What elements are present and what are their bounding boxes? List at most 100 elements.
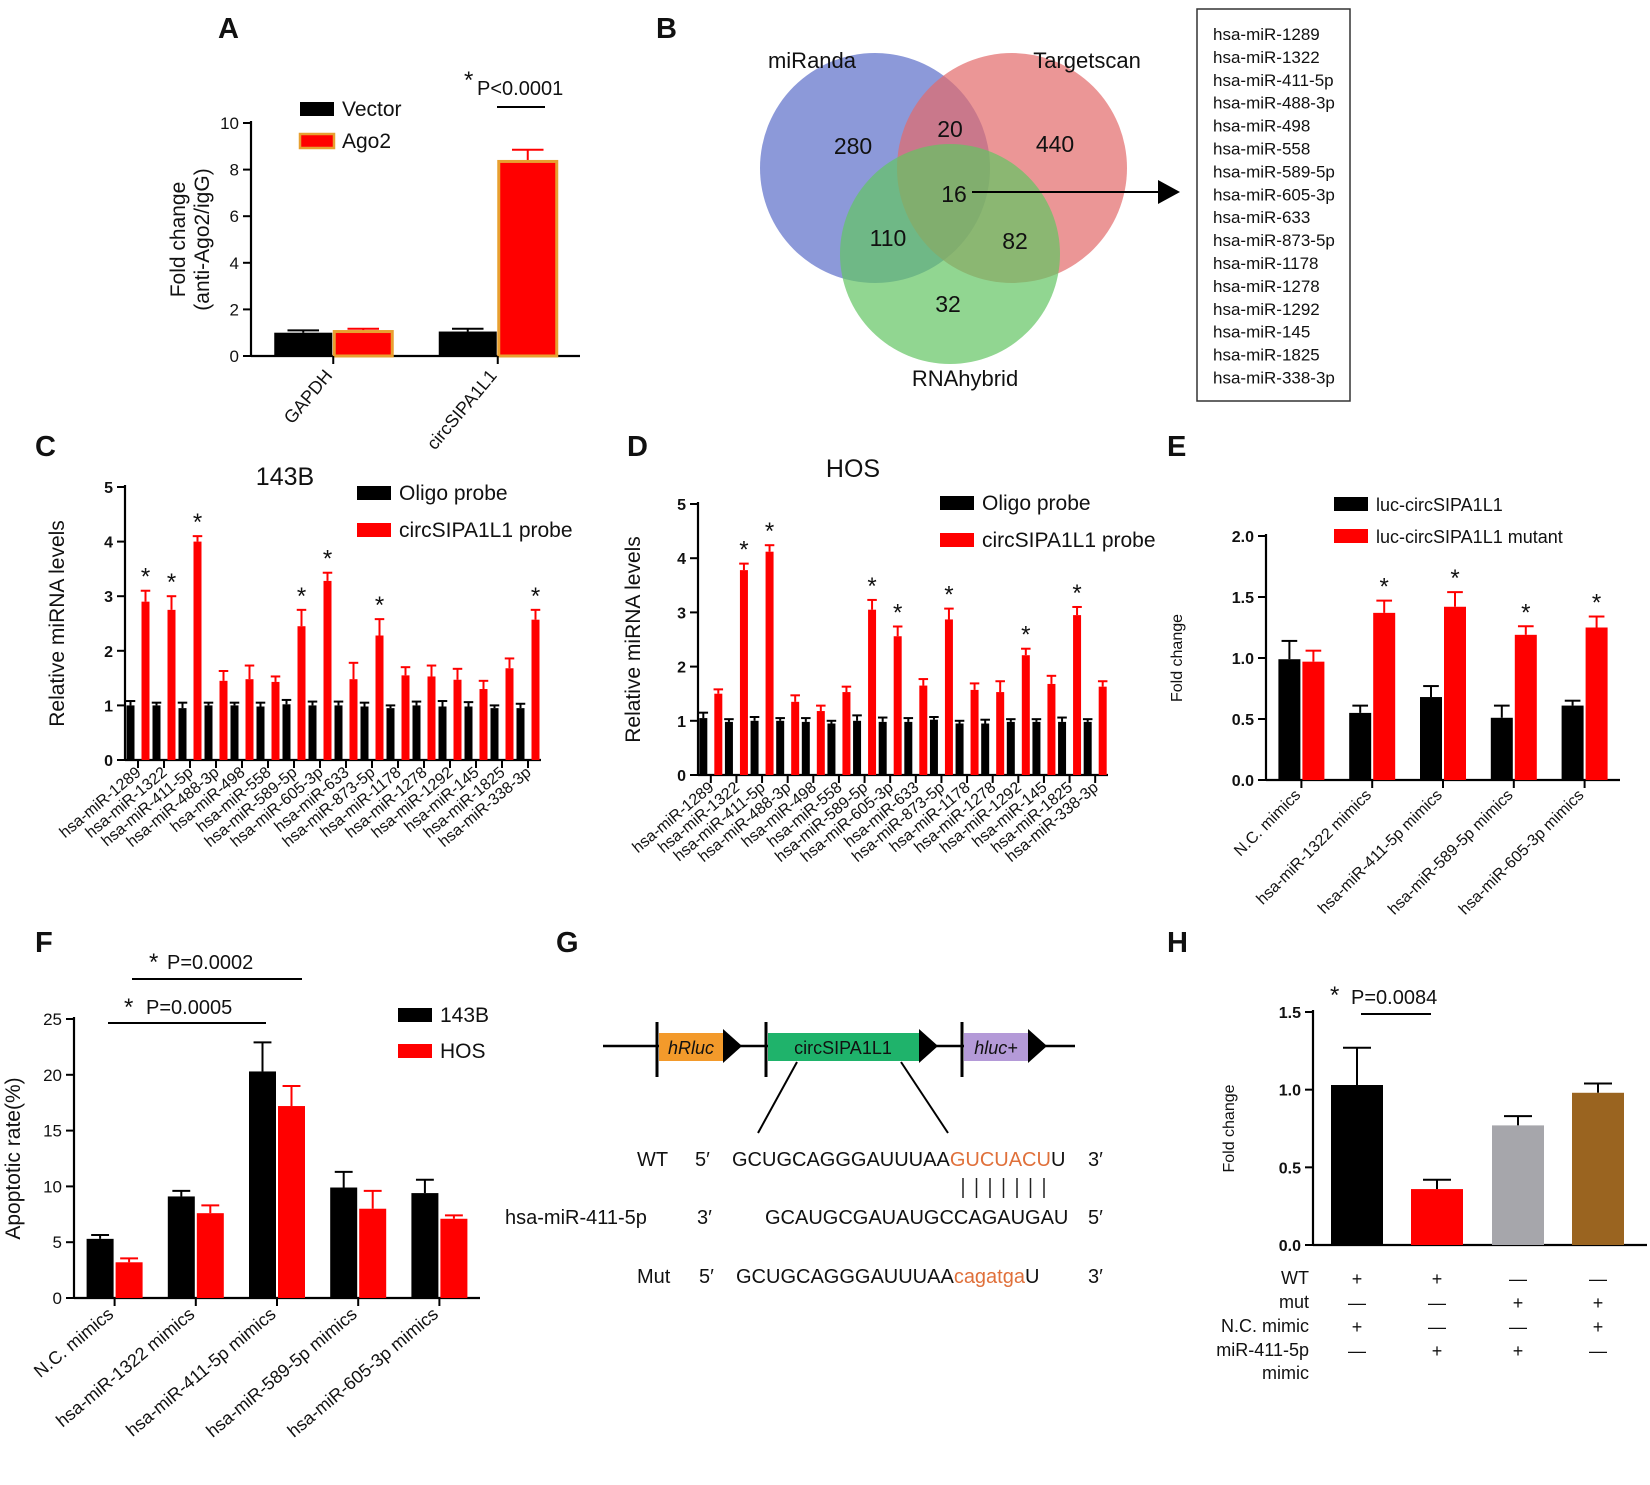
mut-label: Mut xyxy=(637,1266,671,1288)
y-tick-label: 20 xyxy=(43,1066,62,1085)
bar xyxy=(904,721,913,775)
venn-count-miranda-rnahybrid: 110 xyxy=(870,225,907,251)
significance-star: * xyxy=(893,599,902,626)
bar xyxy=(1073,615,1082,775)
bar xyxy=(453,679,462,760)
legend-swatch xyxy=(940,496,974,510)
y-axis-label-line: (anti-Ago2/igG) xyxy=(191,168,214,310)
y-axis-label-line: Relative miRNA levels xyxy=(622,536,645,743)
bar xyxy=(193,541,202,760)
bar xyxy=(868,609,877,775)
y-tick-label: 1.0 xyxy=(1279,1083,1301,1100)
significance-star: * xyxy=(1521,599,1530,626)
wt-5prime: 5′ xyxy=(695,1149,710,1171)
condition-sign: — xyxy=(1589,1269,1607,1289)
bar xyxy=(359,1208,387,1298)
significance-star: * xyxy=(297,583,306,610)
bar xyxy=(1098,686,1107,775)
bar xyxy=(219,680,228,760)
legend-swatch xyxy=(357,486,391,500)
bar xyxy=(196,1213,224,1298)
bar xyxy=(714,693,723,775)
bar xyxy=(1349,712,1372,780)
bar xyxy=(1420,697,1442,780)
sequence-alignment: WT 5′ GCUGCAGGGAUUUAAGUCUACUU 3′ hsa-miR… xyxy=(505,1149,1103,1288)
legend-label: Oligo probe xyxy=(399,482,508,505)
mir-sequence: GCAUGCGAUAUGCCAGAUGAU xyxy=(765,1207,1068,1229)
y-tick-label: 2 xyxy=(104,644,113,661)
bar xyxy=(955,723,964,775)
bar xyxy=(375,635,384,760)
venn-label-miranda: miRanda xyxy=(768,48,857,73)
legend-label: luc-circSIPA1L1 xyxy=(1376,495,1503,515)
y-tick-label: 8 xyxy=(230,161,239,180)
significance-star: * xyxy=(375,592,384,619)
venn-label-rnahybrid: RNAhybrid xyxy=(912,366,1018,391)
panel-label-e: E xyxy=(1167,431,1186,463)
condition-sign: — xyxy=(1509,1317,1527,1337)
condition-label: mut xyxy=(1279,1292,1309,1312)
bar xyxy=(141,601,150,760)
p-value-label: P=0.0002 xyxy=(167,952,253,974)
hluc-label: hluc+ xyxy=(974,1038,1018,1058)
circ-label: circSIPA1L1 xyxy=(794,1038,892,1058)
mut-5prime: 5′ xyxy=(699,1266,714,1288)
mirna-list-item: hsa-miR-605-3p xyxy=(1213,185,1335,204)
category-label: GAPDH xyxy=(280,366,336,428)
condition-sign: + xyxy=(1593,1317,1604,1337)
bar xyxy=(440,1218,468,1298)
condition-sign: + xyxy=(1513,1293,1524,1313)
condition-sign: + xyxy=(1432,1341,1443,1361)
y-tick-label: 1.5 xyxy=(1279,1005,1301,1022)
panel-label-a: A xyxy=(218,13,239,45)
y-tick-label: 4 xyxy=(230,254,239,273)
y-axis-label-line: Relative miRNA levels xyxy=(46,520,69,727)
mirna-list-item: hsa-miR-1292 xyxy=(1213,300,1320,319)
bar xyxy=(853,720,862,775)
bar xyxy=(330,1187,358,1298)
hluc-box xyxy=(964,1033,1028,1061)
y-tick-label: 6 xyxy=(230,207,239,226)
zoom-line-right xyxy=(900,1061,949,1134)
legend-label: 143B xyxy=(440,1004,489,1027)
category-label: hsa-miR-411-5p mimics xyxy=(1315,787,1446,918)
panel-label-c: C xyxy=(35,431,56,463)
condition-sign: + xyxy=(1593,1293,1604,1313)
significance-star: * xyxy=(765,518,774,545)
p-value-label: P=0.0084 xyxy=(1351,987,1437,1009)
bar xyxy=(386,708,395,760)
mirna-list-item: hsa-miR-338-3p xyxy=(1213,369,1335,388)
bar xyxy=(1490,717,1513,780)
category-label: N.C. mimics xyxy=(30,1304,117,1382)
significance-star: * xyxy=(1380,574,1389,601)
hrluc-arrow xyxy=(723,1029,742,1063)
hrluc-label: hRluc xyxy=(668,1038,714,1058)
bar xyxy=(981,723,990,775)
condition-sign: + xyxy=(1513,1341,1524,1361)
category-label: hsa-miR-605-3p mimics xyxy=(284,1304,442,1441)
y-tick-label: 4 xyxy=(104,535,113,552)
mut-3prime: 3′ xyxy=(1088,1266,1103,1288)
legend-label: Oligo probe xyxy=(982,492,1091,515)
category-label: circSIPA1L1 xyxy=(423,366,501,454)
y-tick-label: 0 xyxy=(677,768,686,785)
mirna-list-item: hsa-miR-1289 xyxy=(1213,25,1320,44)
mirna-list-item: hsa-miR-1825 xyxy=(1213,346,1320,365)
category-label: hsa-miR-605-3p mimics xyxy=(1456,787,1587,918)
bar xyxy=(531,619,540,760)
bar xyxy=(438,331,497,356)
y-axis-label: Relative miRNA levels xyxy=(622,536,645,743)
bar xyxy=(256,706,265,760)
legend-swatch xyxy=(398,1008,432,1022)
bar xyxy=(271,681,280,760)
legend-swatch xyxy=(298,132,336,150)
venn-count-miranda-only: 280 xyxy=(834,133,872,159)
significance-star: * xyxy=(149,949,158,976)
significance-star: * xyxy=(193,509,202,536)
significance-star: * xyxy=(323,546,332,573)
category-label: hsa-miR-1322 mimics xyxy=(52,1304,198,1431)
bar xyxy=(1561,705,1584,780)
legend-label: Ago2 xyxy=(342,130,391,153)
